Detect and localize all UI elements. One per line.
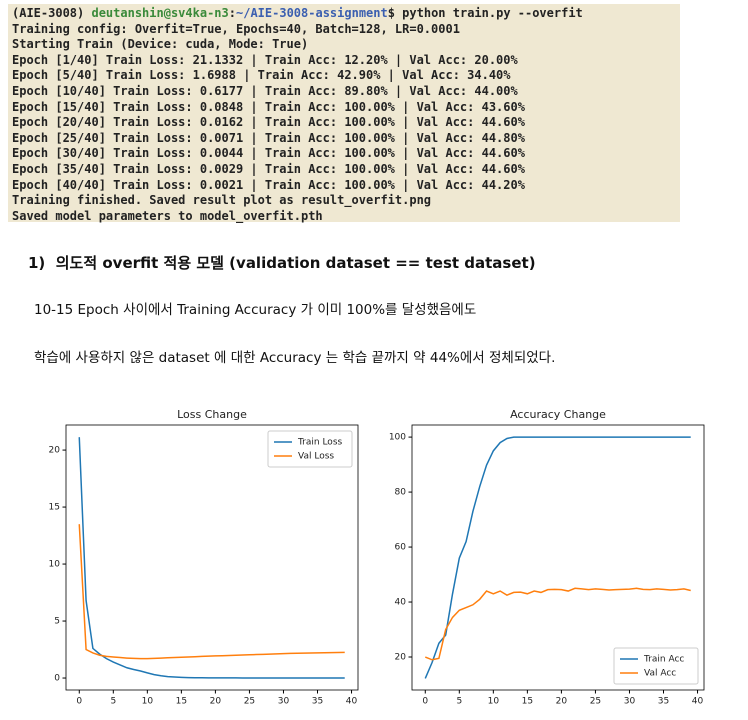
y-tick-label: 15 bbox=[49, 503, 60, 513]
terminal-line: Epoch [5/40] Train Loss: 1.6988 | Train … bbox=[12, 68, 511, 83]
terminal-line: Starting Train (Device: cuda, Mode: True… bbox=[12, 37, 309, 52]
chart-title: Loss Change bbox=[177, 408, 247, 421]
x-tick-label: 10 bbox=[488, 697, 500, 707]
prompt-path: ~/AIE-3008-assignment bbox=[236, 6, 388, 20]
x-tick-label: 40 bbox=[692, 697, 704, 707]
legend-label: Val Loss bbox=[298, 452, 334, 462]
x-tick-label: 20 bbox=[556, 697, 568, 707]
y-tick-label: 100 bbox=[389, 433, 406, 443]
y-tick-label: 60 bbox=[395, 543, 407, 553]
paragraph: 학습에 사용하지 않은 dataset 에 대한 Accuracy 는 학습 끝… bbox=[34, 350, 556, 366]
charts: Loss Change 0 5 10 15 20 25 30 35 40 0 5 10 15 20 Train… bbox=[49, 408, 705, 707]
terminal-line: Epoch [10/40] Train Loss: 0.6177 | Train… bbox=[12, 83, 518, 98]
y-tick-label: 40 bbox=[395, 598, 407, 608]
x-tick-label: 5 bbox=[456, 697, 462, 707]
plot-frame bbox=[411, 424, 705, 691]
x-tick-label: 10 bbox=[142, 697, 154, 707]
legend-box bbox=[267, 430, 353, 468]
x-tick-label: 0 bbox=[422, 697, 428, 707]
terminal-line: Epoch [15/40] Train Loss: 0.0848 | Train… bbox=[12, 99, 525, 114]
x-tick-label: 35 bbox=[312, 697, 323, 707]
series-line bbox=[424, 587, 691, 661]
series-line bbox=[78, 524, 345, 660]
terminal-line: Saved model parameters to model_overfit.… bbox=[12, 208, 323, 223]
x-tick-label: 30 bbox=[278, 697, 290, 707]
legend-label: Train Acc bbox=[643, 655, 684, 665]
legend-box bbox=[613, 647, 699, 685]
terminal-line: Epoch [30/40] Train Loss: 0.0044 | Train… bbox=[12, 146, 525, 161]
terminal-line: Training config: Overfit=True, Epochs=40… bbox=[12, 21, 460, 36]
chart-title: Accuracy Change bbox=[510, 408, 606, 421]
terminal-line: Epoch [35/40] Train Loss: 0.0029 | Train… bbox=[12, 161, 525, 176]
prompt-env: (AIE-3008) bbox=[12, 6, 85, 20]
x-tick-label: 25 bbox=[590, 697, 601, 707]
prompt-user: deutanshin@sv4ka-n3 bbox=[91, 6, 229, 20]
legend-label: Val Acc bbox=[644, 669, 676, 679]
x-tick-label: 30 bbox=[624, 697, 636, 707]
x-tick-label: 35 bbox=[658, 697, 669, 707]
terminal-line: Epoch [25/40] Train Loss: 0.0071 | Train… bbox=[12, 130, 525, 145]
terminal-line: Epoch [20/40] Train Loss: 0.0162 | Train… bbox=[12, 115, 525, 130]
heading-number: 1) bbox=[28, 254, 46, 272]
prompt-command: $ python train.py --overfit bbox=[387, 6, 583, 20]
x-tick-label: 15 bbox=[522, 697, 533, 707]
series-line bbox=[424, 436, 691, 679]
x-tick-label: 40 bbox=[346, 697, 358, 707]
y-tick-label: 20 bbox=[49, 446, 61, 456]
x-tick-label: 25 bbox=[244, 697, 255, 707]
plot-frame bbox=[65, 424, 359, 691]
x-tick-label: 5 bbox=[110, 697, 116, 707]
x-tick-label: 0 bbox=[76, 697, 82, 707]
terminal-line: Training finished. Saved result plot as … bbox=[12, 193, 432, 208]
terminal-line: Epoch [40/40] Train Loss: 0.0021 | Train… bbox=[12, 177, 525, 192]
x-tick-label: 20 bbox=[210, 697, 222, 707]
x-tick-label: 15 bbox=[176, 697, 187, 707]
legend-label: Train Loss bbox=[297, 438, 343, 448]
terminal-line: Epoch [1/40] Train Loss: 21.1332 | Train… bbox=[12, 52, 518, 67]
y-tick-label: 5 bbox=[54, 617, 60, 627]
y-tick-label: 10 bbox=[49, 560, 61, 570]
y-tick-label: 80 bbox=[395, 488, 407, 498]
prompt-sep: : bbox=[228, 6, 236, 20]
heading: 1) 의도적 overfit 적용 모델 (validation dataset… bbox=[28, 252, 536, 273]
heading-text: 의도적 overfit 적용 모델 (validation dataset ==… bbox=[55, 254, 536, 272]
series-line bbox=[78, 437, 345, 679]
terminal: (AIE-3008) deutanshin@sv4ka-n3:~/AIE-300… bbox=[8, 4, 680, 223]
paragraph: 10-15 Epoch 사이에서 Training Accuracy 가 이미 … bbox=[34, 302, 477, 318]
y-tick-label: 20 bbox=[395, 653, 407, 663]
y-tick-label: 0 bbox=[54, 674, 60, 684]
